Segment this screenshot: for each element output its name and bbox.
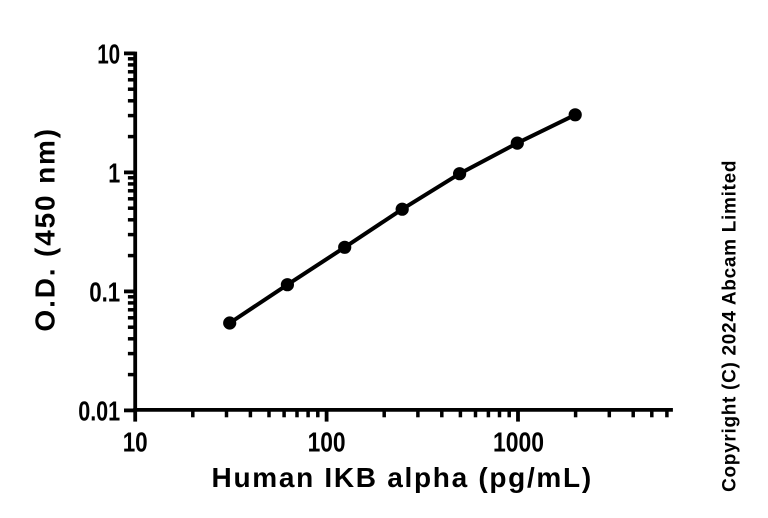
svg-text:Copyright (C) 2024 Abcam Limit: Copyright (C) 2024 Abcam Limited bbox=[720, 160, 741, 492]
svg-text:0.01: 0.01 bbox=[78, 396, 120, 427]
svg-text:1: 1 bbox=[108, 158, 120, 189]
svg-text:10: 10 bbox=[123, 427, 148, 458]
svg-text:1000: 1000 bbox=[493, 427, 544, 458]
svg-text:0.1: 0.1 bbox=[89, 277, 120, 308]
svg-text:O.D. (450 nm): O.D. (450 nm) bbox=[30, 127, 61, 332]
svg-text:10: 10 bbox=[97, 39, 120, 70]
svg-text:Human IKB alpha (pg/mL): Human IKB alpha (pg/mL) bbox=[212, 462, 593, 493]
svg-text:100: 100 bbox=[308, 427, 346, 458]
